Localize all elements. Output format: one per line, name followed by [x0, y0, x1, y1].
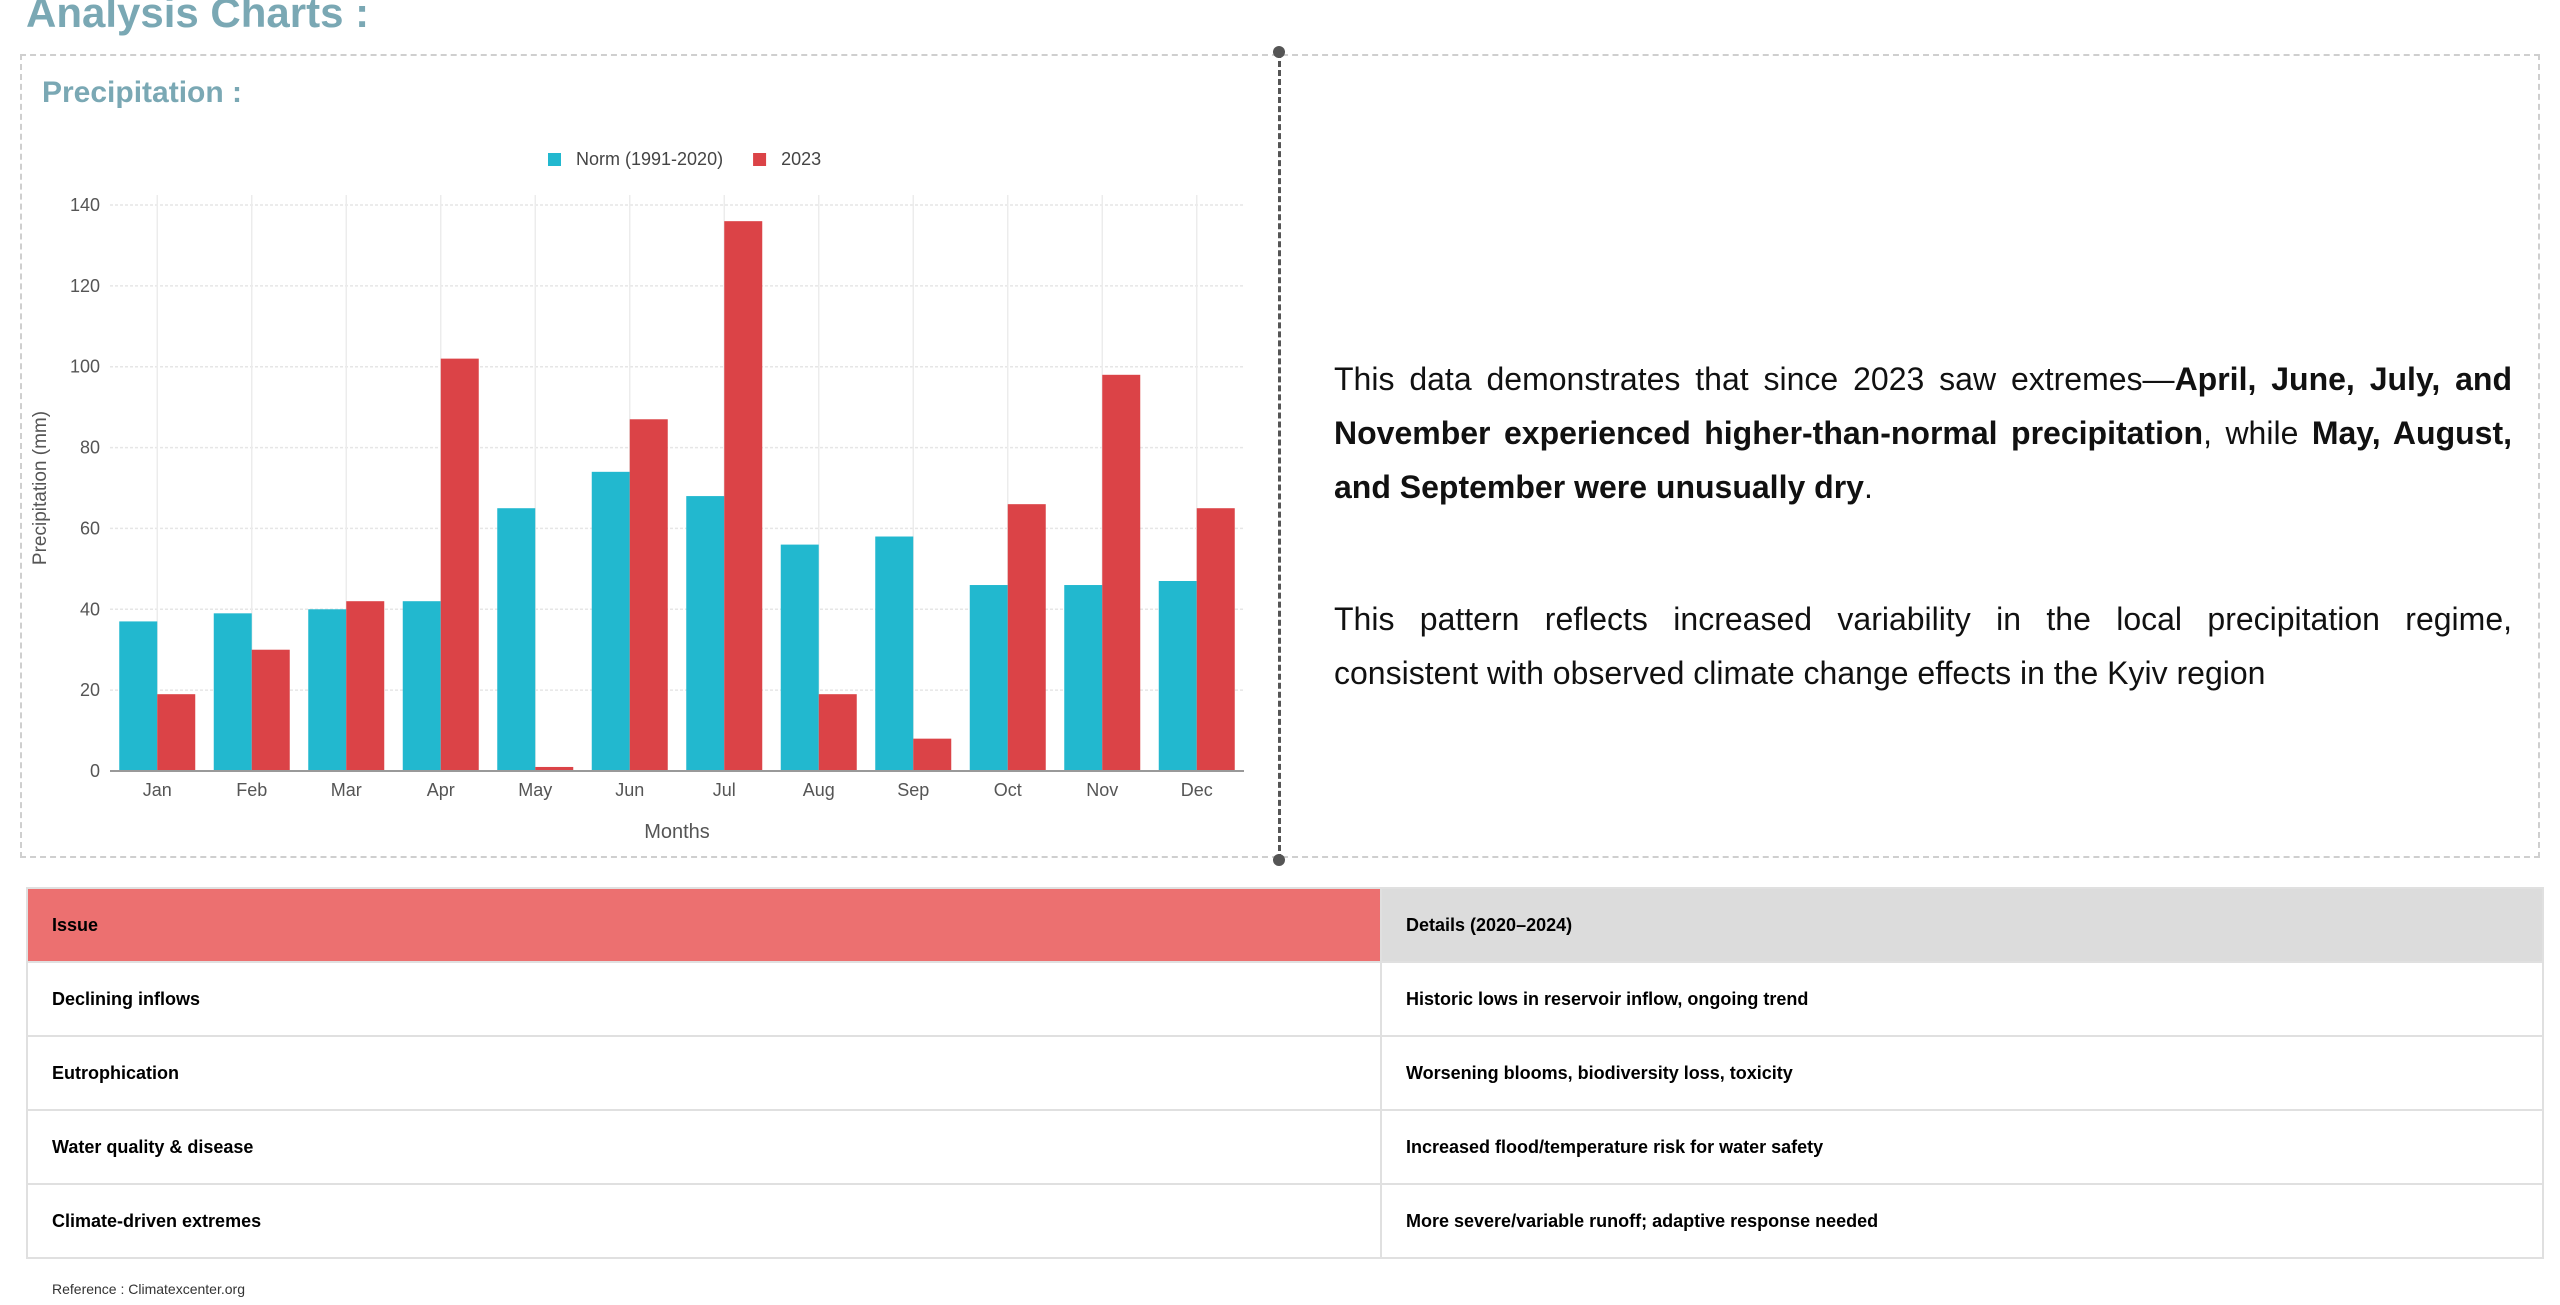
issue-cell: Climate-driven extremes [26, 1183, 1382, 1259]
x-tick-label: Dec [1181, 780, 1213, 800]
bar-y2023 [629, 419, 668, 771]
bar-y2023 [346, 601, 385, 771]
divider-handle-top [1273, 46, 1285, 58]
legend-label-y2023: 2023 [781, 149, 821, 169]
bar-norm [497, 508, 536, 771]
issues-table: Issue Details (2020–2024) Declining infl… [26, 887, 2544, 1259]
bar-norm [213, 613, 252, 771]
bar-norm [402, 601, 441, 771]
reference-note: Reference : Climatexcenter.org [52, 1281, 245, 1297]
x-tick-label: Aug [803, 780, 835, 800]
issue-cell: Eutrophication [26, 1035, 1382, 1111]
panel-divider [1278, 52, 1281, 860]
bar-norm [1158, 580, 1197, 771]
bar-y2023 [724, 221, 763, 771]
bar-y2023 [251, 649, 290, 771]
legend-swatch-norm [548, 153, 561, 166]
y-tick-label: 100 [70, 357, 100, 377]
table-row: Climate-driven extremes More severe/vari… [26, 1183, 2544, 1259]
bar-y2023 [440, 358, 479, 771]
bar-y2023 [1102, 374, 1141, 771]
y-tick-label: 40 [80, 599, 100, 619]
page-title: Analysis Charts : [26, 0, 370, 36]
bar-y2023 [535, 766, 574, 771]
y-tick-label: 120 [70, 276, 100, 296]
x-tick-label: Oct [994, 780, 1022, 800]
x-tick-label: Nov [1086, 780, 1118, 800]
header-issue: Issue [26, 887, 1382, 963]
y-tick-label: 20 [80, 680, 100, 700]
bar-norm [308, 609, 347, 771]
bar-norm [591, 471, 630, 771]
chart-description: This data demonstrates that since 2023 s… [1334, 352, 2512, 700]
y-tick-label: 0 [90, 761, 100, 781]
y-tick-label: 60 [80, 518, 100, 538]
x-tick-label: Jan [143, 780, 172, 800]
details-cell: Historic lows in reservoir inflow, ongoi… [1380, 961, 2544, 1037]
bar-norm [1064, 585, 1103, 771]
x-axis-title: Months [644, 821, 710, 843]
y-axis-title: Precipitation (mm) [30, 411, 51, 565]
table-header-row: Issue Details (2020–2024) [26, 887, 2544, 963]
bar-norm [780, 544, 819, 771]
bar-y2023 [1007, 504, 1046, 771]
legend-label-norm: Norm (1991-2020) [576, 149, 723, 169]
issue-cell: Declining inflows [26, 961, 1382, 1037]
bar-norm [686, 496, 725, 771]
bar-norm [119, 621, 158, 771]
x-tick-label: May [518, 780, 552, 800]
table-row: Eutrophication Worsening blooms, biodive… [26, 1035, 2544, 1111]
bar-y2023 [1196, 508, 1235, 771]
y-tick-label: 140 [70, 195, 100, 215]
chart-section-title: Precipitation : [42, 76, 243, 109]
table-row: Water quality & disease Increased flood/… [26, 1109, 2544, 1185]
bar-y2023 [157, 694, 196, 771]
bar-y2023 [818, 694, 857, 771]
description-paragraph-2: This pattern reflects increased variabil… [1334, 601, 2512, 691]
bar-y2023 [913, 738, 952, 771]
table-row: Declining inflows Historic lows in reser… [26, 961, 2544, 1037]
issue-cell: Water quality & disease [26, 1109, 1382, 1185]
legend-swatch-y2023 [753, 153, 767, 166]
details-cell: Worsening blooms, biodiversity loss, tox… [1380, 1035, 2544, 1111]
x-tick-label: Feb [236, 780, 267, 800]
details-cell: Increased flood/temperature risk for wat… [1380, 1109, 2544, 1185]
bar-norm [969, 585, 1008, 771]
header-details: Details (2020–2024) [1380, 887, 2544, 963]
details-cell: More severe/variable runoff; adaptive re… [1380, 1183, 2544, 1259]
x-tick-label: Jun [615, 780, 644, 800]
x-tick-label: Sep [897, 780, 929, 800]
bar-norm [875, 536, 914, 771]
y-tick-label: 80 [80, 438, 100, 458]
x-tick-label: Apr [427, 780, 455, 800]
precipitation-chart: 0 20 40 60 80 100 120 140 Jan Feb Mar Apr May Jun Jul A… [30, 149, 1244, 843]
x-tick-label: Mar [331, 780, 362, 800]
x-tick-label: Jul [713, 780, 736, 800]
description-paragraph-1: This data demonstrates that since 2023 s… [1334, 361, 2513, 505]
divider-handle-bottom [1273, 854, 1285, 866]
